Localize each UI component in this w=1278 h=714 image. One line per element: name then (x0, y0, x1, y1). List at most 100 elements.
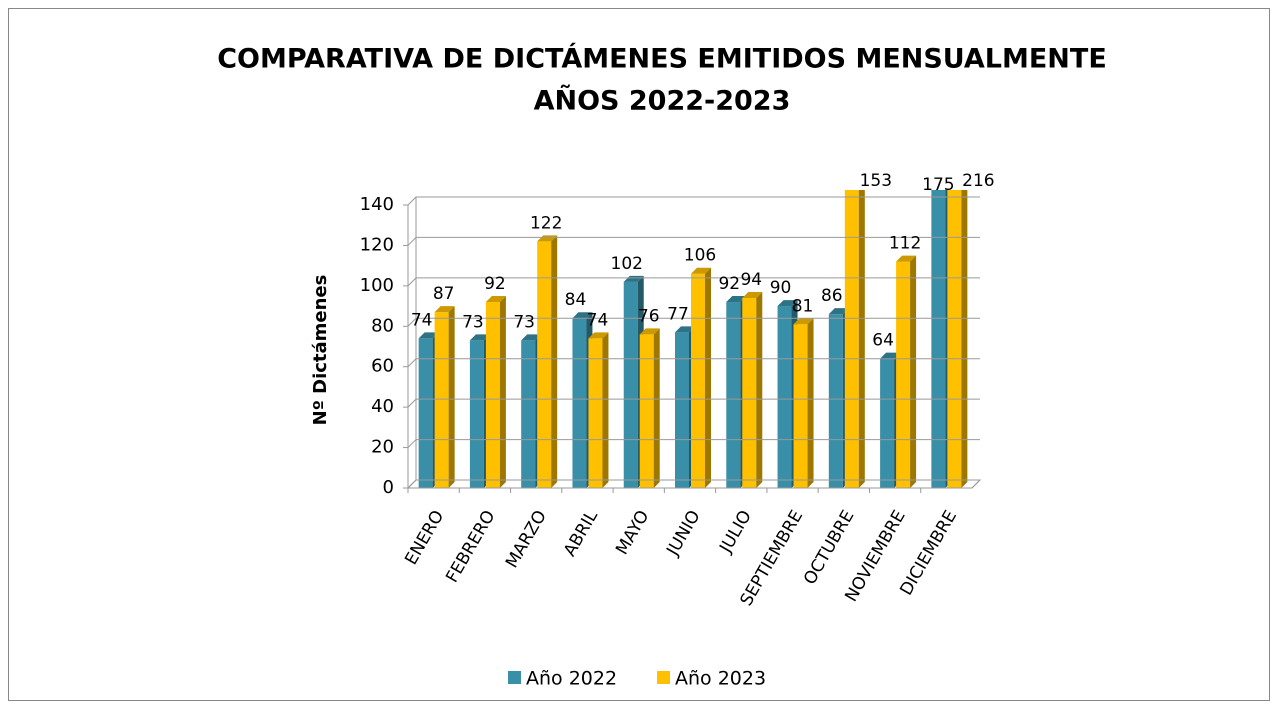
bar-top (793, 318, 814, 325)
data-label: 74 (587, 310, 609, 330)
bar-front (623, 281, 638, 488)
chart-subtitle: AÑOS 2022-2023 (534, 85, 791, 117)
grid-line (407, 236, 980, 246)
bar-side (858, 190, 865, 488)
bar (896, 255, 917, 488)
bar-front (777, 306, 792, 488)
bar-top (434, 306, 455, 313)
bar-top (742, 291, 763, 298)
bar-top (537, 235, 558, 242)
bar-top (828, 308, 849, 315)
data-label: 94 (740, 270, 762, 290)
data-label: 122 (530, 213, 562, 233)
bars (418, 190, 968, 488)
bar-front (469, 340, 484, 488)
bar (691, 267, 711, 488)
bar-front (639, 334, 654, 488)
bar (793, 318, 814, 488)
bar-front (726, 302, 741, 488)
bar (485, 296, 506, 488)
bar-top (572, 312, 593, 319)
data-label: 81 (792, 296, 814, 316)
legend-swatch (657, 671, 670, 684)
y-tick-label: 80 (371, 315, 394, 336)
y-axis-label: Nº Dictámenes (310, 275, 331, 426)
bar (742, 291, 763, 488)
bar-front (418, 338, 433, 488)
bar-front (793, 324, 808, 488)
grid-line (407, 358, 980, 368)
chart-title: COMPARATIVA DE DICTÁMENES EMITIDOS MENSU… (217, 43, 1107, 75)
bar-front (434, 312, 449, 488)
legend-label: Año 2022 (526, 668, 617, 690)
data-label: 112 (889, 234, 921, 254)
grid-line (407, 398, 980, 408)
y-tick-label: 40 (371, 396, 394, 417)
grid-line (407, 317, 980, 327)
bar (947, 190, 968, 488)
bar-top (521, 334, 542, 341)
bar-front (896, 261, 911, 488)
bar-front (572, 318, 587, 488)
bar-side (961, 190, 968, 488)
y-tick-label: 100 (360, 275, 394, 296)
legend-swatch (508, 671, 521, 684)
bar-top (485, 296, 506, 303)
bar-side (910, 255, 917, 488)
bar-top (639, 328, 660, 335)
bar-front (691, 273, 705, 488)
data-label: 102 (611, 254, 643, 274)
data-label: 77 (667, 304, 689, 324)
bar-front (742, 297, 757, 488)
bar-top (588, 332, 609, 339)
grid-line (407, 439, 980, 448)
data-label: 216 (962, 171, 994, 191)
bar-side (705, 267, 711, 488)
bar-top (691, 267, 711, 274)
y-tick-label: 20 (371, 437, 394, 458)
bar-front (485, 302, 500, 488)
data-label: 92 (718, 274, 740, 294)
bar-top (418, 332, 439, 339)
data-label: 92 (484, 274, 506, 294)
bar-front (588, 338, 603, 488)
data-label: 73 (513, 312, 535, 332)
bar-top (675, 326, 695, 333)
legend-label: Año 2023 (675, 668, 766, 690)
data-label: 153 (860, 171, 892, 191)
bar-side (602, 332, 609, 488)
bar-top (880, 352, 901, 359)
bar-front (521, 340, 536, 488)
bar-front (880, 358, 895, 488)
y-tick-label: 0 (383, 477, 394, 498)
bar-front (844, 190, 859, 488)
data-label: 84 (565, 290, 587, 310)
y-tick-label: 140 (360, 194, 394, 215)
data-label: 64 (872, 331, 894, 351)
y-tick-label: 120 (360, 234, 394, 255)
bar-side (499, 296, 506, 488)
data-label: 76 (638, 306, 660, 326)
bar-top (623, 275, 644, 282)
bar-side (756, 291, 763, 488)
bar (588, 332, 609, 488)
bar-side (807, 318, 814, 488)
bar-side (551, 235, 558, 488)
data-label: 74 (411, 310, 433, 330)
data-label: 73 (462, 312, 484, 332)
bar (537, 235, 558, 488)
bar-top (896, 255, 917, 262)
bar (844, 190, 865, 488)
grid-line (407, 277, 980, 287)
grid-line (407, 479, 980, 489)
data-label: 87 (433, 284, 455, 304)
bar-front (675, 332, 689, 488)
data-label: 86 (821, 286, 843, 306)
bar-front (537, 241, 552, 488)
data-label: 175 (922, 175, 954, 195)
bar-side (653, 328, 660, 488)
right-edge (971, 479, 981, 489)
bar-front (931, 190, 946, 488)
bar (434, 306, 455, 488)
